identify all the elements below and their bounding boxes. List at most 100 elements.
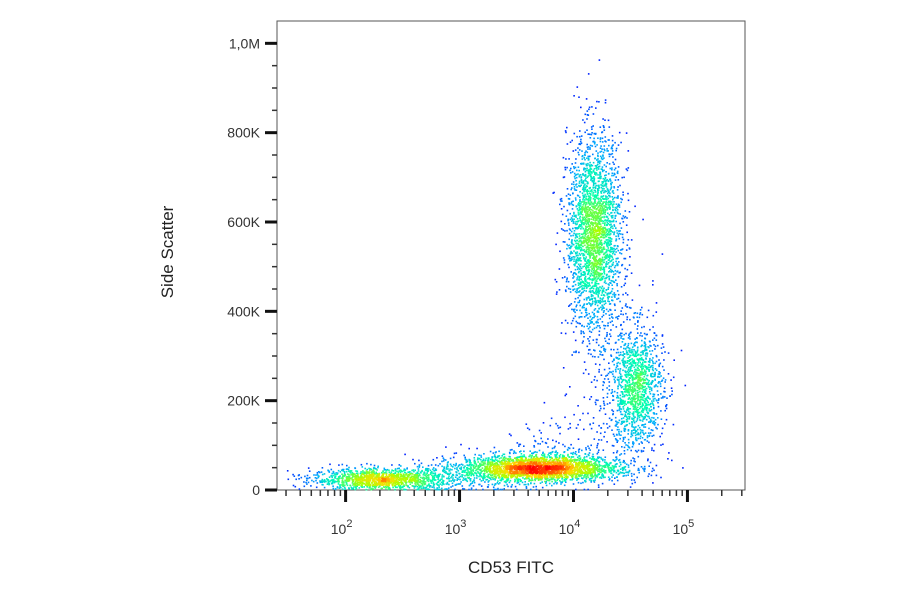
event-dot xyxy=(642,394,645,396)
event-dot xyxy=(321,467,324,469)
event-dot xyxy=(323,479,326,482)
event-dot xyxy=(597,161,599,164)
event-dot xyxy=(533,445,535,447)
event-dot xyxy=(581,222,583,224)
event-dot xyxy=(582,198,584,201)
event-dot xyxy=(624,360,627,363)
event-dot xyxy=(434,468,437,470)
event-dot xyxy=(603,407,605,410)
event-dot xyxy=(614,416,617,419)
event-dot xyxy=(604,183,607,185)
event-dot xyxy=(439,473,441,476)
event-dot xyxy=(636,363,639,366)
event-dot xyxy=(617,376,620,379)
event-dot xyxy=(394,486,397,488)
event-dot xyxy=(608,201,611,204)
event-dot xyxy=(600,427,602,429)
event-dot xyxy=(598,449,600,451)
event-dot xyxy=(627,444,629,447)
event-dot xyxy=(566,285,568,288)
event-dot xyxy=(631,391,634,394)
event-dot xyxy=(653,344,655,346)
event-dot xyxy=(571,171,574,173)
event-dot xyxy=(306,483,308,485)
event-dot xyxy=(586,151,589,154)
event-dot xyxy=(607,466,609,468)
event-dot xyxy=(627,337,630,339)
event-dot xyxy=(585,251,587,254)
event-dot xyxy=(355,470,357,472)
event-dot xyxy=(583,168,585,170)
event-dot xyxy=(654,418,657,421)
event-dot xyxy=(633,479,636,481)
event-dot xyxy=(575,453,578,456)
event-dot xyxy=(639,414,641,417)
event-dot xyxy=(583,223,585,226)
event-dot xyxy=(555,454,558,456)
event-dot xyxy=(607,202,609,204)
event-dot xyxy=(612,258,614,261)
event-dot xyxy=(587,296,590,298)
event-dot xyxy=(590,126,593,128)
event-dot xyxy=(472,470,475,472)
event-dot xyxy=(603,256,606,258)
event-dot xyxy=(525,487,528,489)
event-dot xyxy=(598,368,600,371)
event-dot xyxy=(622,293,624,296)
event-dot xyxy=(644,438,647,441)
event-dot xyxy=(473,477,476,479)
event-dot xyxy=(632,353,635,355)
event-dot xyxy=(608,466,610,468)
event-dot xyxy=(607,255,609,257)
event-dot xyxy=(632,381,634,384)
event-dot xyxy=(647,475,650,478)
event-dot xyxy=(392,470,395,472)
event-dot xyxy=(348,476,351,478)
event-dot xyxy=(571,477,574,479)
event-dot xyxy=(623,395,626,397)
event-dot xyxy=(467,464,469,467)
event-dot xyxy=(610,250,613,253)
event-dot xyxy=(574,189,576,191)
event-dot xyxy=(413,470,415,473)
event-dot xyxy=(637,449,640,452)
event-dot xyxy=(577,220,579,223)
event-dot xyxy=(582,245,584,248)
event-dot xyxy=(571,215,574,217)
event-dot xyxy=(580,460,582,463)
event-dot xyxy=(593,179,595,182)
event-dot xyxy=(604,240,606,243)
event-dot xyxy=(631,430,633,432)
event-dot xyxy=(424,474,426,477)
event-dot xyxy=(596,325,599,327)
event-dot xyxy=(602,474,604,477)
event-dot xyxy=(643,342,646,345)
event-dot xyxy=(596,280,598,282)
event-dot xyxy=(564,166,566,169)
event-dot xyxy=(620,423,622,425)
event-dot xyxy=(632,411,635,413)
event-dot xyxy=(641,378,644,380)
event-dot xyxy=(446,481,449,484)
event-dot xyxy=(595,172,597,174)
event-dot xyxy=(645,370,647,373)
event-dot xyxy=(619,373,622,376)
event-dot xyxy=(589,278,591,281)
event-dot xyxy=(472,469,475,471)
event-dot xyxy=(640,393,643,396)
event-dot xyxy=(581,273,583,276)
event-dot xyxy=(483,477,485,480)
event-dot xyxy=(597,202,599,204)
event-dot xyxy=(316,477,318,480)
event-dot xyxy=(388,469,390,472)
event-dot xyxy=(615,238,618,241)
event-dot xyxy=(503,480,506,483)
event-dot xyxy=(594,315,596,317)
event-dot xyxy=(371,488,374,490)
event-dot xyxy=(607,212,609,215)
event-dot xyxy=(439,488,441,491)
event-dot xyxy=(570,230,573,233)
event-dot xyxy=(579,254,582,256)
event-dot xyxy=(594,165,597,167)
event-dot xyxy=(585,150,587,152)
